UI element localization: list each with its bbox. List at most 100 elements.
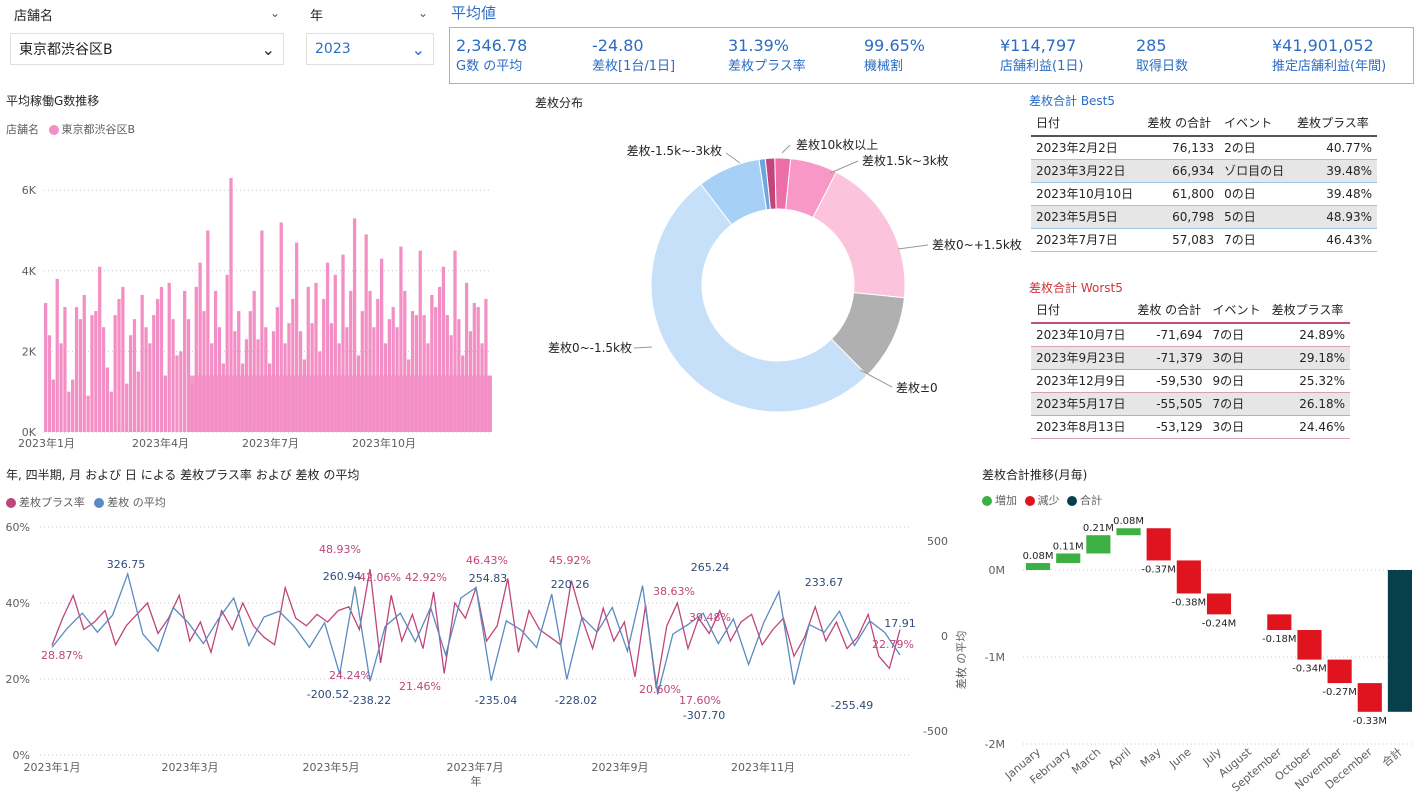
bar[interactable] — [186, 319, 191, 432]
bar[interactable] — [368, 290, 372, 432]
bar[interactable] — [194, 286, 198, 432]
donut-slice[interactable] — [812, 171, 906, 299]
bar[interactable] — [457, 319, 461, 432]
donut-slice[interactable] — [758, 158, 771, 211]
bar[interactable] — [117, 298, 121, 432]
waterfall-bar[interactable] — [1387, 570, 1412, 712]
bar[interactable] — [437, 286, 442, 432]
bar[interactable] — [167, 282, 171, 432]
bar[interactable] — [403, 290, 407, 432]
bar[interactable] — [109, 391, 113, 432]
waterfall-bar[interactable] — [1267, 614, 1292, 631]
bar[interactable] — [105, 367, 110, 432]
bar[interactable] — [55, 278, 59, 432]
bar[interactable] — [74, 307, 79, 432]
bar[interactable] — [132, 319, 137, 432]
table-row[interactable]: 2023年8月13日 -53,129 3の日 24.46% — [1031, 415, 1350, 438]
bar[interactable] — [453, 250, 457, 432]
table-row[interactable]: 2023年10月7日 -71,694 7の日 24.89% — [1031, 323, 1350, 346]
bar[interactable] — [198, 262, 202, 432]
bar[interactable] — [441, 266, 446, 432]
bar[interactable] — [136, 371, 140, 432]
bar[interactable] — [306, 286, 310, 432]
table-row[interactable]: 2023年12月9日 -59,530 9の日 25.32% — [1031, 369, 1350, 392]
bar[interactable] — [279, 222, 283, 432]
waterfall-bar[interactable] — [1116, 528, 1141, 536]
bar[interactable] — [291, 298, 295, 432]
bar[interactable] — [349, 290, 353, 432]
bar[interactable] — [322, 298, 326, 432]
bar[interactable] — [213, 290, 218, 432]
bar[interactable] — [78, 319, 83, 432]
table-row[interactable]: 2023年5月17日 -55,505 7の日 26.18% — [1031, 392, 1350, 415]
bar[interactable] — [252, 290, 256, 432]
bar[interactable] — [376, 298, 380, 432]
table-row[interactable]: 2023年3月22日 66,934 ゾロ目の日 39.48% — [1031, 159, 1377, 182]
bar[interactable] — [325, 262, 330, 432]
bar[interactable] — [101, 327, 106, 432]
bar[interactable] — [125, 383, 129, 432]
bar[interactable] — [472, 303, 476, 432]
store-dropdown[interactable]: 東京都渋谷区B ⌄ — [10, 33, 284, 65]
waterfall-bar[interactable] — [1176, 560, 1201, 594]
column-header[interactable]: 日付 — [1036, 116, 1061, 130]
bar[interactable] — [148, 343, 152, 432]
bar[interactable] — [86, 395, 90, 432]
year-dropdown[interactable]: 2023 ⌄ — [306, 33, 434, 65]
bar[interactable] — [464, 282, 469, 432]
column-header[interactable]: 差枚 の合計 — [1147, 116, 1212, 130]
column-header[interactable]: 日付 — [1036, 303, 1061, 317]
waterfall-bar[interactable] — [1327, 659, 1352, 684]
bar[interactable] — [260, 230, 264, 432]
column-header[interactable]: 差枚プラス率 — [1271, 303, 1344, 317]
bar[interactable] — [229, 178, 233, 432]
bar[interactable] — [183, 290, 187, 432]
bar[interactable] — [140, 294, 144, 432]
bar[interactable] — [275, 307, 279, 432]
bar[interactable] — [71, 379, 75, 432]
bar[interactable] — [51, 379, 55, 432]
table-row[interactable]: 2023年7月7日 57,083 7の日 46.43% — [1031, 228, 1377, 251]
table-row[interactable]: 2023年5月5日 60,798 5の日 48.93% — [1031, 205, 1377, 228]
bar[interactable] — [156, 298, 160, 432]
bar[interactable] — [171, 319, 175, 432]
bar[interactable] — [380, 258, 384, 432]
bar[interactable] — [113, 315, 117, 432]
bar[interactable] — [90, 315, 94, 432]
donut-slice[interactable] — [650, 183, 868, 413]
bar[interactable] — [82, 294, 86, 432]
bar[interactable] — [418, 250, 422, 432]
column-header[interactable]: イベント — [1224, 116, 1273, 130]
bar[interactable] — [144, 327, 148, 432]
bar[interactable] — [206, 230, 210, 432]
table-row[interactable]: 2023年10月10日 61,800 0の日 39.48% — [1031, 182, 1377, 205]
bar[interactable] — [63, 307, 67, 432]
bar[interactable] — [399, 246, 403, 432]
bar[interactable] — [422, 315, 426, 432]
bar[interactable] — [59, 343, 63, 432]
bar[interactable] — [98, 266, 102, 432]
column-header[interactable]: イベント — [1212, 303, 1261, 317]
bar[interactable] — [314, 282, 318, 432]
bar[interactable] — [352, 218, 357, 432]
bar[interactable] — [121, 286, 125, 432]
bar[interactable] — [159, 286, 164, 432]
bar[interactable] — [430, 294, 434, 432]
bar[interactable] — [410, 311, 415, 432]
waterfall-bar[interactable] — [1206, 593, 1232, 615]
bar[interactable] — [248, 311, 252, 432]
bar[interactable] — [202, 311, 206, 432]
waterfall-bar[interactable] — [1146, 528, 1171, 561]
bar[interactable] — [484, 298, 488, 432]
bar[interactable] — [333, 274, 337, 432]
bar[interactable] — [225, 274, 229, 432]
bar[interactable] — [360, 311, 364, 432]
bar[interactable] — [295, 242, 299, 432]
waterfall-bar[interactable] — [1297, 630, 1322, 660]
bar[interactable] — [47, 335, 52, 432]
table-row[interactable]: 2023年2月2日 76,133 2の日 40.77% — [1031, 136, 1377, 159]
store-slicer-collapse-icon[interactable]: ⌄ — [270, 6, 281, 20]
bar[interactable] — [364, 234, 368, 432]
bar[interactable] — [152, 315, 156, 432]
waterfall-bar[interactable] — [1026, 563, 1051, 570]
